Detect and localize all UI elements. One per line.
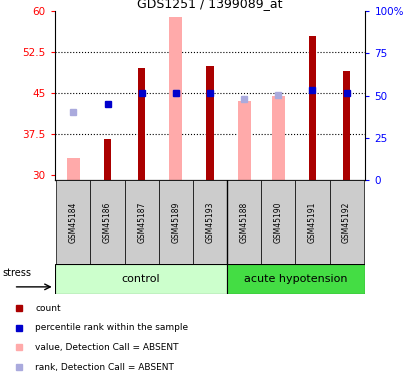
Text: GSM45186: GSM45186 <box>103 201 112 243</box>
Text: GSM45184: GSM45184 <box>69 201 78 243</box>
Bar <box>227 264 365 294</box>
Bar <box>206 66 214 180</box>
Title: GDS1251 / 1399089_at: GDS1251 / 1399089_at <box>137 0 283 10</box>
Bar <box>272 96 285 180</box>
Text: GSM45192: GSM45192 <box>342 201 351 243</box>
Bar <box>193 180 227 264</box>
Bar <box>104 139 111 180</box>
Bar <box>238 101 251 180</box>
Bar <box>125 180 159 264</box>
Text: GSM45193: GSM45193 <box>205 201 215 243</box>
Bar <box>309 36 316 180</box>
Text: count: count <box>35 304 61 313</box>
Bar <box>169 17 182 180</box>
Bar <box>90 180 125 264</box>
Text: control: control <box>121 274 160 284</box>
Bar <box>55 264 227 294</box>
Text: rank, Detection Call = ABSENT: rank, Detection Call = ABSENT <box>35 363 174 372</box>
Bar <box>159 180 193 264</box>
Text: GSM45190: GSM45190 <box>274 201 283 243</box>
Bar <box>295 180 330 264</box>
Text: percentile rank within the sample: percentile rank within the sample <box>35 323 188 332</box>
Text: acute hypotension: acute hypotension <box>244 274 348 284</box>
Bar <box>56 180 90 264</box>
Text: GSM45191: GSM45191 <box>308 201 317 243</box>
Text: GSM45187: GSM45187 <box>137 201 146 243</box>
Bar <box>138 68 145 180</box>
Bar <box>330 180 364 264</box>
Bar <box>227 180 261 264</box>
Text: GSM45189: GSM45189 <box>171 201 180 243</box>
Bar <box>343 71 350 180</box>
Text: stress: stress <box>3 268 32 278</box>
Bar <box>67 158 80 180</box>
Text: GSM45188: GSM45188 <box>240 202 249 243</box>
Bar <box>261 180 295 264</box>
Text: value, Detection Call = ABSENT: value, Detection Call = ABSENT <box>35 343 178 352</box>
